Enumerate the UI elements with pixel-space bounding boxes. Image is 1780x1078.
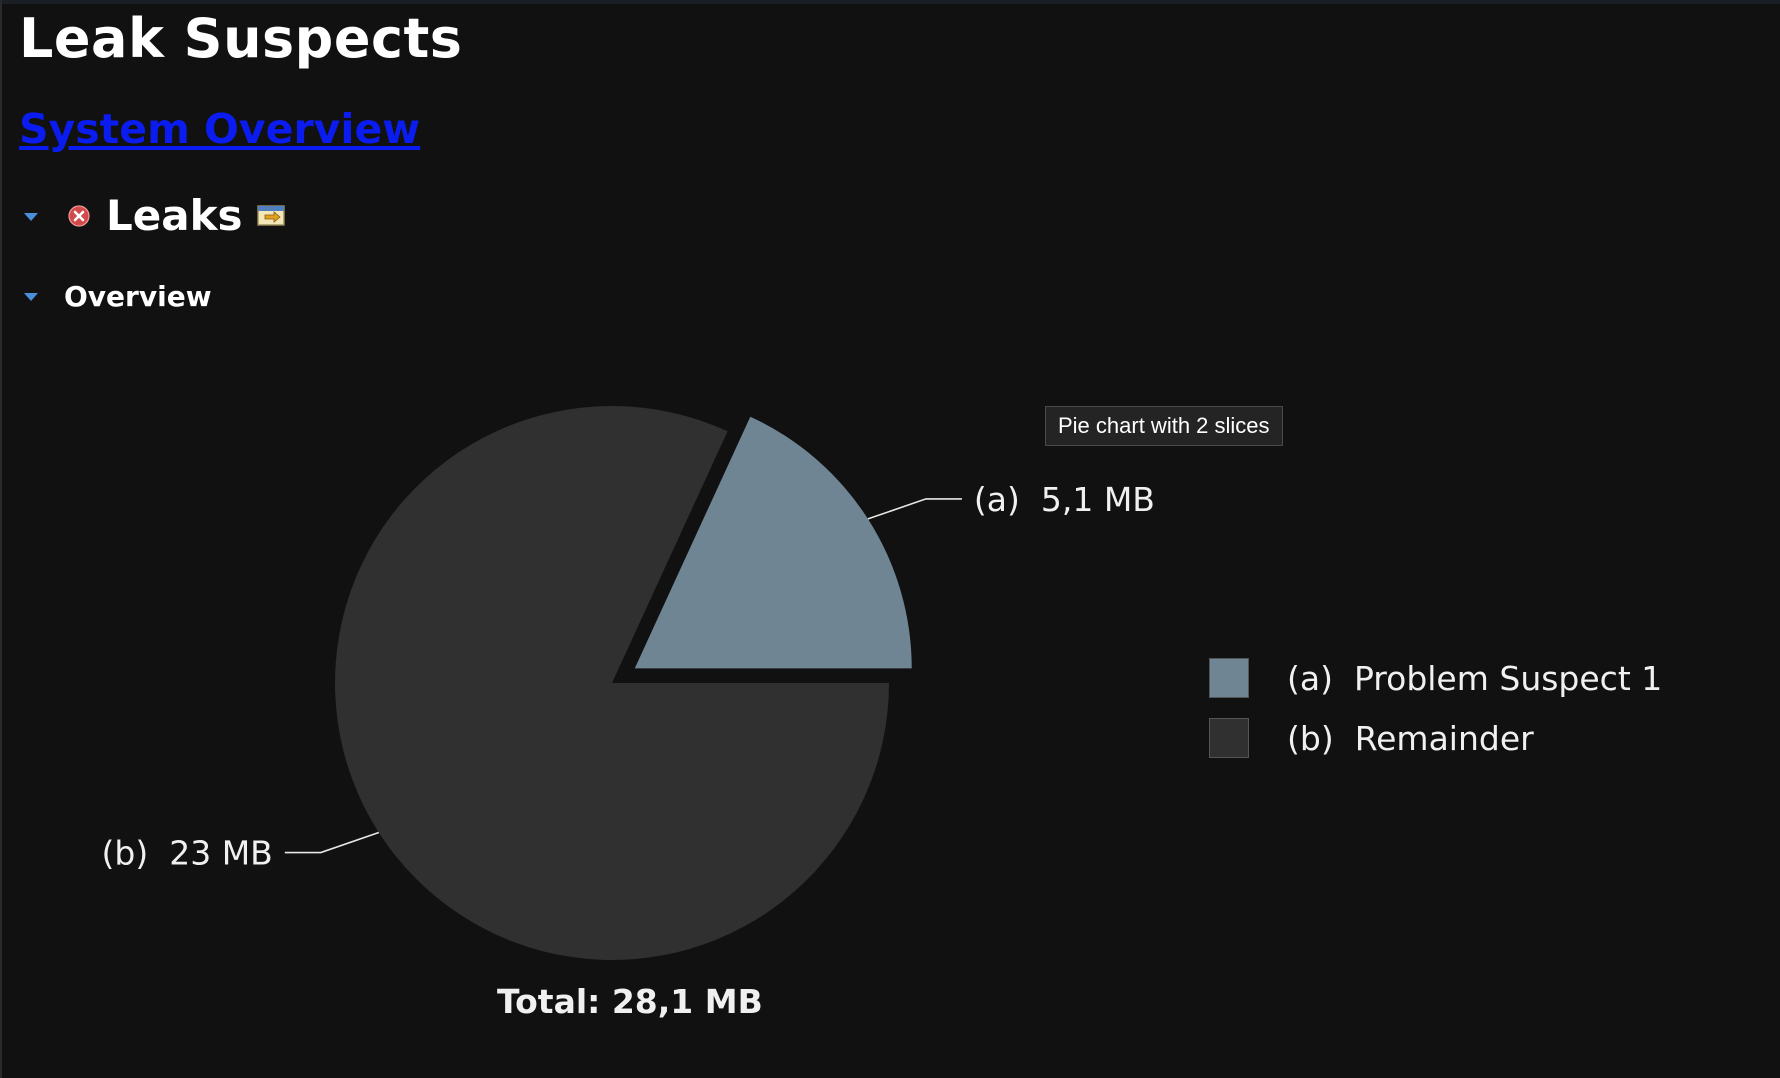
window-left-edge	[0, 0, 2, 1078]
legend-label: (a) Problem Suspect 1	[1287, 658, 1663, 698]
pie-label-a: (a) 5,1 MB	[867, 480, 1155, 520]
chart-tooltip: Pie chart with 2 slices	[1045, 406, 1283, 446]
legend-swatch-a	[1209, 658, 1249, 698]
chevron-down-icon[interactable]	[24, 293, 38, 301]
page-title: Leak Suspects	[19, 7, 463, 70]
chevron-down-icon[interactable]	[24, 213, 38, 221]
pie-label-b: (b) 23 MB	[102, 831, 380, 873]
error-icon	[68, 205, 90, 227]
pie-data-label: (b) 23 MB	[102, 834, 273, 873]
legend-item: (a) Problem Suspect 1	[1209, 656, 1662, 700]
chart-total: Total: 28,1 MB	[497, 982, 763, 1021]
legend-label: (b) Remainder	[1287, 718, 1534, 758]
pie-leader-line	[867, 498, 962, 520]
leaks-section-header[interactable]: Leaks	[24, 186, 287, 246]
leaks-heading: Leaks	[106, 191, 243, 240]
legend-item: (b) Remainder	[1209, 716, 1534, 760]
legend-swatch-b	[1209, 718, 1249, 758]
overview-section-header[interactable]: Overview	[24, 278, 212, 314]
pie-slice-a[interactable]	[634, 416, 912, 669]
window-top-edge	[0, 0, 1780, 4]
system-overview-link[interactable]: System Overview	[19, 105, 421, 153]
details-icon[interactable]	[256, 204, 287, 228]
overview-heading: Overview	[64, 279, 212, 313]
pie-data-label: (a) 5,1 MB	[974, 480, 1155, 519]
pie-slice-b[interactable]	[335, 406, 890, 961]
pie-leader-line	[284, 831, 380, 854]
